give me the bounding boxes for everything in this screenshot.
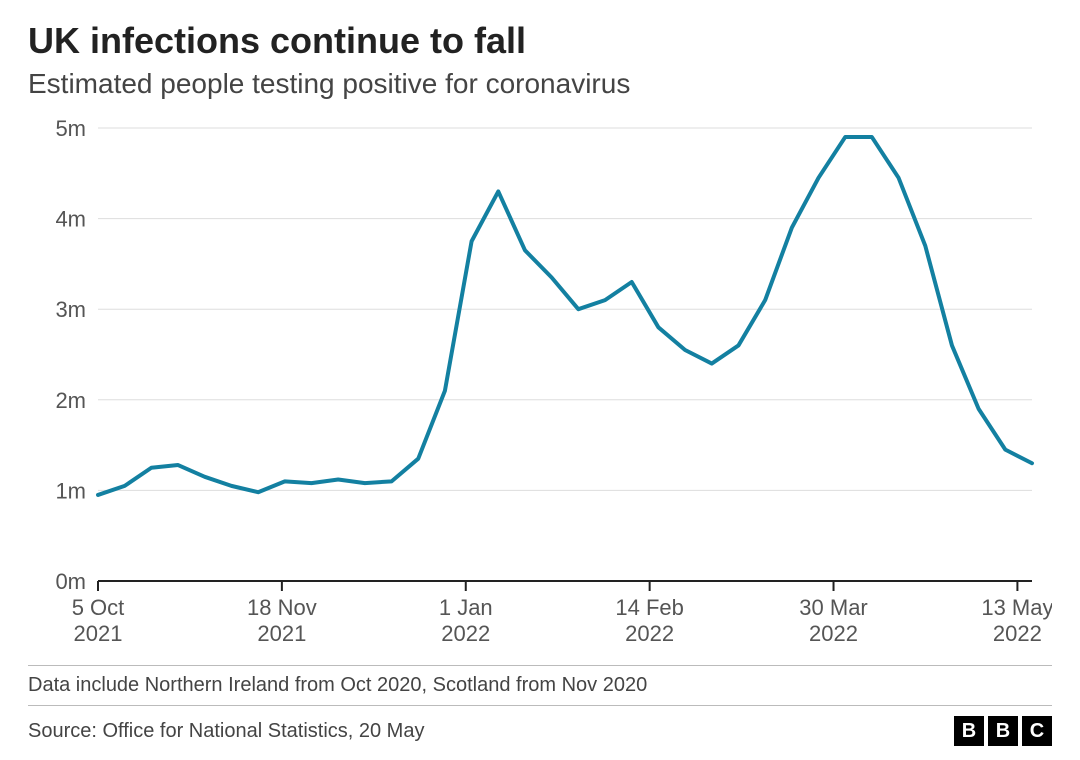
x-axis-label: 2021 — [74, 621, 123, 646]
x-axis-label: 1 Jan — [439, 595, 493, 620]
x-axis-label: 18 Nov — [247, 595, 317, 620]
bbc-logo: BBC — [954, 716, 1052, 746]
y-axis-label: 3m — [55, 297, 86, 322]
line-chart-svg: 0m1m2m3m4m5m5 Oct202118 Nov20211 Jan2022… — [28, 118, 1052, 661]
bbc-logo-letter: B — [954, 716, 984, 746]
data-note: Data include Northern Ireland from Oct 2… — [28, 666, 1052, 706]
chart-footer: Data include Northern Ireland from Oct 2… — [28, 665, 1052, 760]
y-axis-label: 0m — [55, 569, 86, 594]
x-axis-label: 2022 — [993, 621, 1042, 646]
x-axis-label: 30 Mar — [799, 595, 867, 620]
x-axis-label: 2022 — [809, 621, 858, 646]
bbc-logo-letter: C — [1022, 716, 1052, 746]
x-axis-label: 2022 — [441, 621, 490, 646]
source-text: Source: Office for National Statistics, … — [28, 720, 424, 743]
y-axis-label: 1m — [55, 478, 86, 503]
chart-subtitle: Estimated people testing positive for co… — [28, 68, 1052, 100]
x-axis-label: 5 Oct — [72, 595, 125, 620]
y-axis-label: 2m — [55, 388, 86, 413]
bbc-logo-letter: B — [988, 716, 1018, 746]
x-axis-label: 13 May — [981, 595, 1052, 620]
x-axis-label: 14 Feb — [615, 595, 684, 620]
chart-area: 0m1m2m3m4m5m5 Oct202118 Nov20211 Jan2022… — [28, 118, 1052, 661]
y-axis-label: 5m — [55, 118, 86, 141]
series-line-infections — [98, 137, 1032, 495]
source-row: Source: Office for National Statistics, … — [28, 706, 1052, 760]
x-axis-label: 2021 — [257, 621, 306, 646]
chart-title: UK infections continue to fall — [28, 20, 1052, 62]
y-axis-label: 4m — [55, 207, 86, 232]
x-axis-label: 2022 — [625, 621, 674, 646]
